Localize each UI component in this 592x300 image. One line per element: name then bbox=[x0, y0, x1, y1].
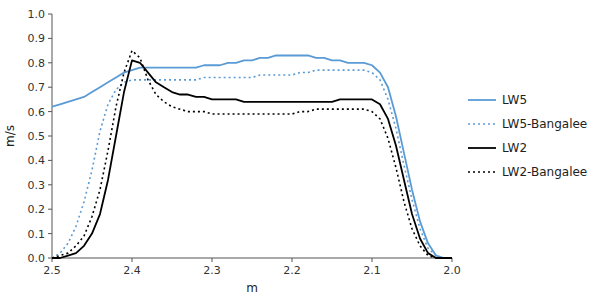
y-tick bbox=[48, 160, 52, 161]
y-tick bbox=[48, 38, 52, 39]
y-tick bbox=[48, 111, 52, 112]
y-tick-label: 0.8 bbox=[28, 57, 46, 70]
chart: 2.5 2.4 2.3 2.2 2.1 2.0 0.0 0.1 0.2 0.3 0.4 0.5 0.6 0… bbox=[0, 0, 592, 300]
y-tick bbox=[48, 14, 52, 15]
y-tick-label: 0.5 bbox=[28, 130, 46, 143]
x-tick-label: 2.4 bbox=[123, 264, 141, 277]
y-tick bbox=[48, 87, 52, 88]
legend-swatch bbox=[468, 99, 496, 101]
y-tick-label: 0.2 bbox=[28, 203, 46, 216]
y-tick-label: 0.4 bbox=[28, 154, 46, 167]
x-tick-label: 2.2 bbox=[283, 264, 301, 277]
legend: LW5 LW5-Bangalee LW2 LW2-Bangalee bbox=[468, 93, 587, 179]
y-tick-label: 1.0 bbox=[28, 8, 46, 21]
x-tick bbox=[372, 258, 373, 262]
legend-label: LW2-Bangalee bbox=[502, 165, 587, 179]
x-tick bbox=[132, 258, 133, 262]
y-tick-label: 0.1 bbox=[28, 228, 46, 241]
y-axis-label: m/s bbox=[3, 125, 17, 147]
y-tick bbox=[48, 209, 52, 210]
legend-swatch bbox=[468, 123, 496, 125]
x-axis-line bbox=[52, 258, 452, 259]
y-tick bbox=[48, 184, 52, 185]
y-tick-label: 0.9 bbox=[28, 32, 46, 45]
y-tick-label: 0.3 bbox=[28, 179, 46, 192]
y-tick-label: 0.0 bbox=[28, 252, 46, 265]
y-tick-label: 0.6 bbox=[28, 106, 46, 119]
x-tick bbox=[292, 258, 293, 262]
series-line bbox=[52, 60, 452, 258]
x-tick-label: 2.1 bbox=[363, 264, 381, 277]
legend-swatch bbox=[468, 147, 496, 149]
series-lines bbox=[52, 51, 452, 258]
series-line bbox=[52, 70, 452, 258]
y-tick bbox=[48, 136, 52, 137]
x-tick-label: 2.5 bbox=[43, 264, 61, 277]
axes: 2.5 2.4 2.3 2.2 2.1 2.0 0.0 0.1 0.2 0.3 0.4 0.5 0.6 0… bbox=[28, 8, 461, 277]
series-line bbox=[52, 51, 452, 258]
legend-swatch bbox=[468, 171, 496, 173]
series-line bbox=[52, 55, 452, 258]
legend-label: LW2 bbox=[502, 141, 527, 155]
x-axis-label: m bbox=[246, 281, 258, 295]
y-tick bbox=[48, 62, 52, 63]
x-tick-label: 2.0 bbox=[443, 264, 461, 277]
y-tick bbox=[48, 233, 52, 234]
x-tick-label: 2.3 bbox=[203, 264, 221, 277]
y-tick-label: 0.7 bbox=[28, 81, 46, 94]
y-tick bbox=[48, 258, 52, 259]
legend-label: LW5 bbox=[502, 93, 527, 107]
x-tick bbox=[212, 258, 213, 262]
legend-label: LW5-Bangalee bbox=[502, 117, 587, 131]
